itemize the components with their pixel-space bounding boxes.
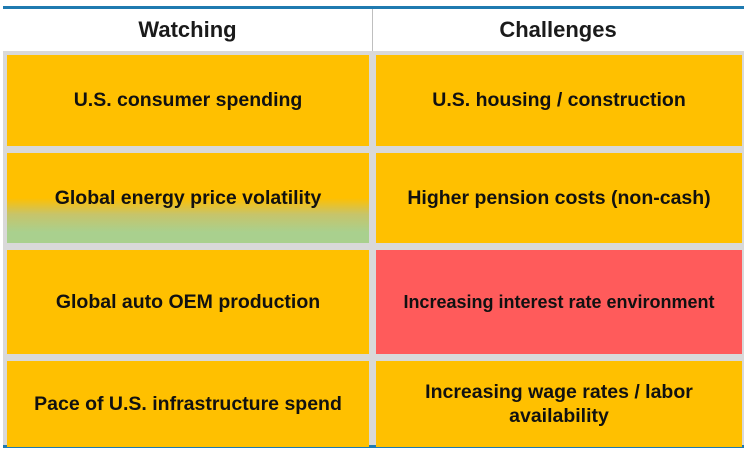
challenge-cell-wage-rates-labor: Increasing wage rates / labor availabili… xyxy=(376,361,742,447)
challenges-column-header: Challenges xyxy=(499,17,617,42)
watching-cell-auto-oem-production: Global auto OEM production xyxy=(7,250,369,354)
challenge-cell-pension-costs: Higher pension costs (non-cash) xyxy=(376,153,742,243)
watching-column-header: Watching xyxy=(138,17,237,42)
watching-cell-infrastructure-spend: Pace of U.S. infrastructure spend xyxy=(7,361,369,447)
watching-cell-consumer-spending: U.S. consumer spending xyxy=(7,55,369,146)
challenge-cell-housing-construction: U.S. housing / construction xyxy=(376,55,742,146)
header-divider xyxy=(372,9,373,51)
challenge-cell-interest-rate-environment: Increasing interest rate environment xyxy=(376,250,742,354)
watching-challenges-table: Watching Challenges U.S. consumer spendi… xyxy=(3,6,744,448)
watching-cell-energy-price-volatility: Global energy price volatility xyxy=(7,153,369,243)
table-header: Watching Challenges xyxy=(3,9,744,51)
